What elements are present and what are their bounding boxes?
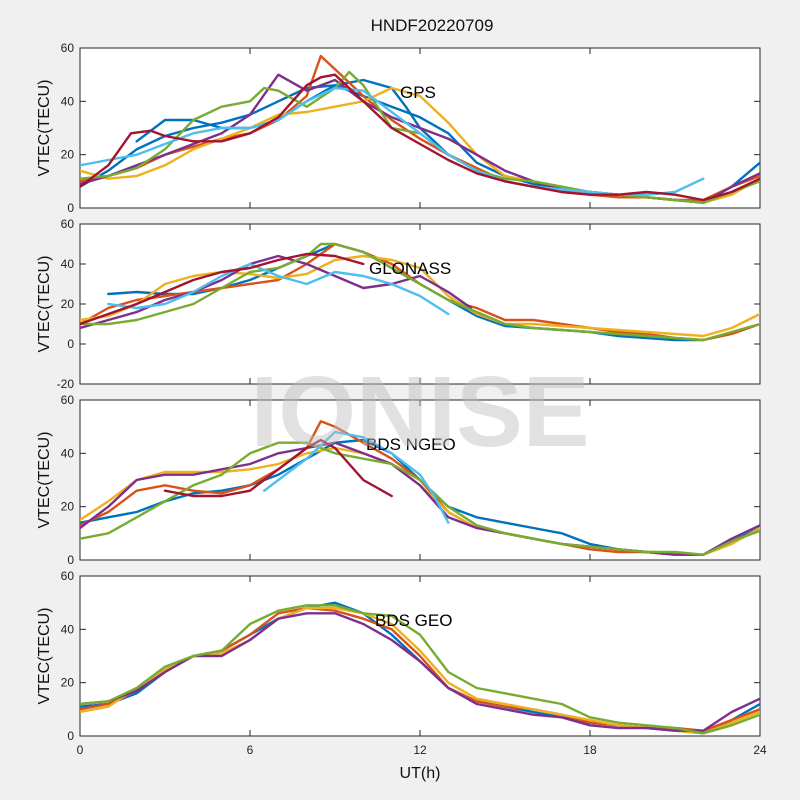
x-tick-label: 0 xyxy=(77,743,84,757)
panel-glonass: -20 0 20 40 60 VTEC(TECU) GLONASS xyxy=(36,217,761,391)
panel-gps: 0 20 40 60 VTEC(TECU) GPS xyxy=(36,41,761,215)
y-tick-label: 0 xyxy=(67,337,74,351)
y-tick-label: 0 xyxy=(67,553,74,567)
y-tick-label: 60 xyxy=(61,393,75,407)
y-axis-label: VTEC(TECU) xyxy=(36,432,53,529)
trace-line xyxy=(263,430,450,524)
panel-label: BDS GEO xyxy=(375,611,452,630)
panel-label: GLONASS xyxy=(369,259,451,278)
x-tick-label: 18 xyxy=(583,743,597,757)
y-tick-label: 40 xyxy=(61,94,75,108)
trace-line xyxy=(80,252,365,326)
y-tick-label: 40 xyxy=(61,446,75,460)
x-tick-label: 24 xyxy=(753,743,767,757)
y-tick-label: 60 xyxy=(61,41,75,55)
figure-title: HNDF20220709 xyxy=(371,16,494,35)
trace-line xyxy=(80,254,760,338)
trace-line xyxy=(135,78,450,156)
x-axis-label: UT(h) xyxy=(400,765,441,782)
watermark: IONISE xyxy=(251,356,590,468)
panel-label: GPS xyxy=(400,83,436,102)
traces xyxy=(80,54,760,204)
traces xyxy=(80,420,760,556)
x-tick-label: 12 xyxy=(413,743,427,757)
trace-line xyxy=(163,438,393,498)
x-tick-label: 6 xyxy=(247,743,254,757)
y-axis-label: VTEC(TECU) xyxy=(36,80,53,177)
y-tick-label: 60 xyxy=(61,217,75,231)
trace-line xyxy=(80,73,760,202)
traces xyxy=(80,242,760,342)
traces xyxy=(80,601,760,735)
y-tick-label: 20 xyxy=(61,676,75,690)
y-tick-label: 40 xyxy=(61,622,75,636)
trace-line xyxy=(80,441,760,556)
y-tick-label: 20 xyxy=(61,148,75,162)
y-tick-label: 0 xyxy=(67,201,74,215)
y-tick-label: 20 xyxy=(61,297,75,311)
trace-line xyxy=(107,262,450,316)
trace-line xyxy=(80,242,760,342)
panel-bds-geo: 0 6 12 18 24 0 20 40 60 VTEC(TECU) BDS GEO UT(h) xyxy=(36,569,767,782)
y-tick-label: -20 xyxy=(57,377,75,391)
y-tick-label: 40 xyxy=(61,257,75,271)
y-axis-label: VTEC(TECU) xyxy=(36,256,53,353)
y-tick-label: 60 xyxy=(61,569,75,583)
y-tick-label: 0 xyxy=(67,729,74,743)
panel-label: BDS NGEO xyxy=(366,435,456,454)
trace-line xyxy=(80,86,705,196)
panel-bds-ngeo: 0 20 40 60 VTEC(TECU) BDS NGEO xyxy=(36,393,761,567)
trace-line xyxy=(80,604,760,735)
y-tick-label: 20 xyxy=(61,500,75,514)
y-axis-label: VTEC(TECU) xyxy=(36,608,53,705)
